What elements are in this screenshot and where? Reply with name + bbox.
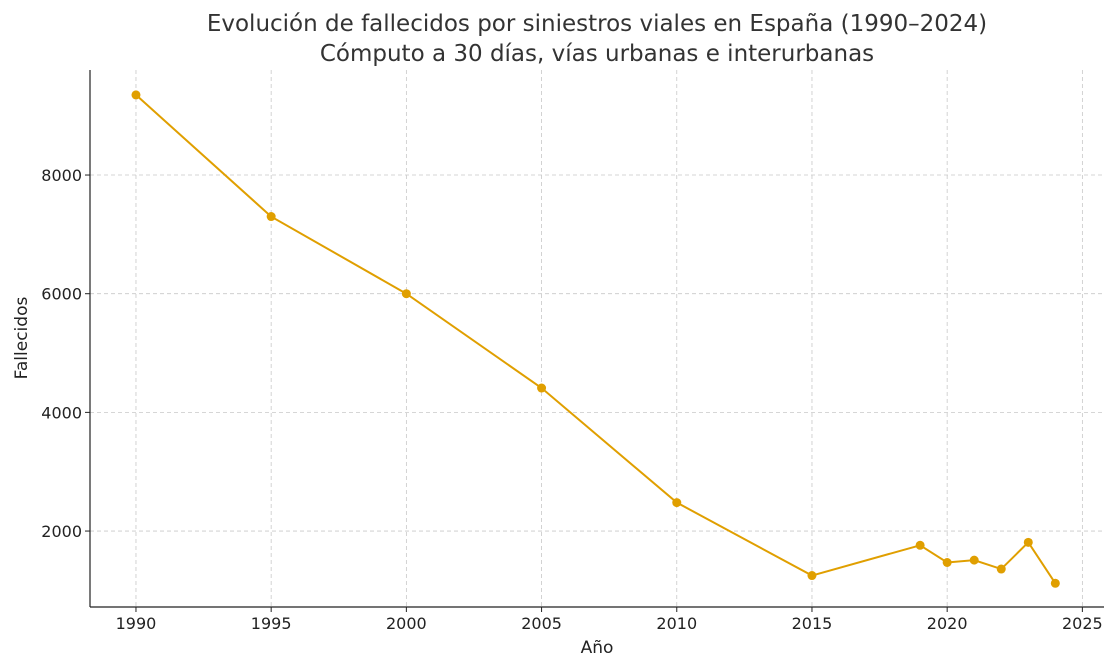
data-point-2023 <box>1023 537 1033 547</box>
x-tick-label: 1995 <box>251 614 292 633</box>
data-point-2020 <box>942 557 952 567</box>
x-tick-label: 2025 <box>1062 614 1103 633</box>
data-point-2010 <box>672 498 682 508</box>
data-point-2019 <box>915 540 925 550</box>
x-tick-label: 2005 <box>521 614 562 633</box>
x-tick-label: 2000 <box>386 614 427 633</box>
data-point-2015 <box>807 571 817 581</box>
x-tick-label: 2015 <box>792 614 833 633</box>
chart-subtitle: Cómputo a 30 días, vías urbanas e interu… <box>320 41 874 67</box>
data-point-2021 <box>969 555 979 565</box>
data-point-1995 <box>266 212 276 222</box>
data-point-2000 <box>401 289 411 299</box>
x-tick-label: 1990 <box>116 614 157 633</box>
x-tick-label: 2010 <box>656 614 697 633</box>
data-point-2022 <box>996 564 1006 574</box>
series-line <box>135 94 1057 584</box>
y-tick-label: 4000 <box>41 403 82 422</box>
y-tick-label: 2000 <box>41 522 82 541</box>
data-point-2024 <box>1050 578 1060 588</box>
data-point-2005 <box>537 383 547 393</box>
y-tick-label: 6000 <box>41 285 82 304</box>
y-axis-label: Fallecidos <box>12 297 32 380</box>
y-tick-label: 8000 <box>41 166 82 185</box>
data-point-1990 <box>131 90 141 100</box>
chart-title: Evolución de fallecidos por siniestros v… <box>207 11 987 37</box>
x-tick-label: 2020 <box>927 614 968 633</box>
x-axis-label: Año <box>581 638 614 658</box>
